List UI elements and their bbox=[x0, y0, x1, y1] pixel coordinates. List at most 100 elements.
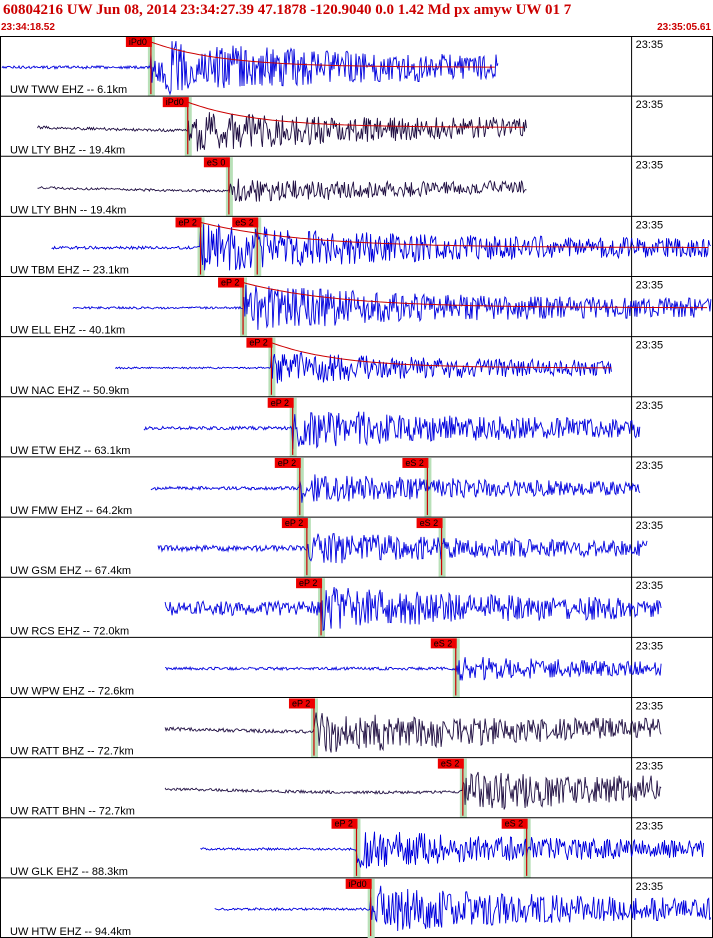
window-end-time: 23:35:05.61 bbox=[657, 22, 711, 33]
station-label: UW TBM EHZ -- 23.1km bbox=[10, 265, 129, 277]
pick-box bbox=[331, 818, 358, 829]
minute-tick-label: 23:35 bbox=[636, 520, 664, 532]
waveform-trace bbox=[1, 41, 499, 96]
trace-row: 23:35 eS 2 UW RATT BHN -- 72.7km bbox=[0, 757, 713, 818]
pick-label: eP 2 bbox=[285, 518, 303, 528]
trace-row: 23:35 eS 2 UW WPW EHZ -- 72.6km bbox=[0, 636, 713, 698]
trace-row: 23:35 eP 2 eS 2 UW GSM EHZ -- 67.4km bbox=[0, 516, 713, 578]
trace-row: 23:35 eS 0 UW LTY BHN -- 19.4km bbox=[0, 155, 713, 217]
station-label: UW GLK EHZ -- 88.3km bbox=[10, 866, 128, 878]
waveform-trace bbox=[214, 885, 712, 932]
pick-box bbox=[437, 758, 464, 769]
pick-label: eS 2 bbox=[405, 458, 424, 468]
waveform-trace bbox=[164, 586, 662, 632]
pick-label: eP 2 bbox=[271, 398, 289, 408]
station-label: UW NAC EHZ -- 50.9km bbox=[10, 385, 129, 397]
seismogram-traces-plot: 23:35 iPd0 UW TWW EHZ -- 6.1km 23:35 iPd0 UW … bbox=[0, 36, 713, 938]
trace-row: 23:35 eP 2 eS 2 UW TBM EHZ -- 23.1km bbox=[0, 215, 713, 277]
station-label: UW LTY BHN -- 19.4km bbox=[10, 204, 126, 216]
waveform-trace bbox=[200, 831, 704, 869]
minute-tick-label: 23:35 bbox=[636, 99, 664, 111]
pick-box bbox=[218, 277, 245, 288]
window-start-time: 23:34:18.52 bbox=[1, 22, 55, 33]
pick-label: eS 2 bbox=[420, 518, 439, 528]
pick-label: eP 2 bbox=[278, 458, 296, 468]
minute-tick-label: 23:35 bbox=[636, 881, 664, 893]
minute-tick-label: 23:35 bbox=[636, 400, 664, 412]
waveform-trace bbox=[150, 474, 641, 503]
waveform-trace bbox=[72, 284, 712, 330]
trace-row: 23:35 eP 2 UW NAC EHZ -- 50.9km bbox=[0, 336, 713, 397]
station-label: UW HTW EHZ -- 94.4km bbox=[10, 926, 131, 938]
pick-box bbox=[175, 217, 202, 228]
pick-label: eS 2 bbox=[441, 759, 460, 769]
pick-box bbox=[416, 518, 443, 529]
event-header-title: 60804216 UW Jun 08, 2014 23:34:27.39 47.… bbox=[3, 2, 572, 18]
waveform-trace bbox=[37, 112, 527, 152]
pick-label: iPd0 bbox=[166, 97, 184, 107]
station-label: UW RATT BHN -- 72.7km bbox=[10, 806, 135, 818]
pick-box bbox=[203, 157, 230, 168]
waveform-trace bbox=[51, 223, 711, 271]
waveform-trace bbox=[157, 532, 648, 564]
pick-label: eS 2 bbox=[434, 638, 453, 648]
pick-box bbox=[288, 698, 315, 709]
minute-tick-label: 23:35 bbox=[636, 640, 664, 652]
pick-box bbox=[274, 457, 301, 468]
minute-tick-label: 23:35 bbox=[636, 700, 664, 712]
station-label: UW LTY BHZ -- 19.4km bbox=[10, 144, 125, 156]
minute-tick-label: 23:35 bbox=[636, 159, 664, 171]
coda-curve bbox=[271, 342, 612, 369]
pick-label: iPd0 bbox=[349, 879, 367, 889]
minute-tick-label: 23:35 bbox=[636, 821, 664, 833]
pick-label: eP 2 bbox=[299, 578, 317, 588]
pick-label: iPd0 bbox=[129, 37, 147, 47]
waveform-trace bbox=[164, 771, 662, 810]
trace-row: 23:35 eP 2 UW RCS EHZ -- 72.0km bbox=[0, 576, 713, 638]
minute-tick-label: 23:35 bbox=[636, 280, 664, 292]
waveform-trace bbox=[143, 411, 641, 450]
pick-box bbox=[232, 217, 259, 228]
station-label: UW RATT BHZ -- 72.7km bbox=[10, 746, 134, 758]
trace-row: 23:35 iPd0 UW TWW EHZ -- 6.1km bbox=[1, 36, 664, 97]
waveform-trace bbox=[115, 351, 612, 384]
pick-box bbox=[267, 397, 294, 408]
pick-box bbox=[501, 818, 528, 829]
station-label: UW FMW EHZ -- 64.2km bbox=[10, 505, 132, 517]
trace-row: 23:35 iPd0 UW LTY BHZ -- 19.4km bbox=[0, 95, 713, 157]
pick-box bbox=[296, 578, 323, 589]
waveform-trace bbox=[164, 712, 662, 753]
waveform-trace bbox=[164, 657, 662, 681]
station-label: UW TWW EHZ -- 6.1km bbox=[10, 84, 127, 96]
pick-box bbox=[281, 518, 308, 529]
trace-row: 23:35 eP 2 eS 2 UW GLK EHZ -- 88.3km bbox=[0, 817, 713, 878]
pick-label: eP 2 bbox=[292, 698, 310, 708]
pick-label: eP 2 bbox=[249, 338, 267, 348]
pick-box bbox=[430, 638, 457, 649]
pick-label: eS 2 bbox=[235, 217, 254, 227]
pick-label: eS 0 bbox=[207, 157, 226, 167]
pick-box bbox=[125, 37, 152, 47]
minute-tick-label: 23:35 bbox=[636, 580, 664, 592]
minute-tick-label: 23:35 bbox=[636, 761, 664, 773]
pick-box bbox=[345, 878, 372, 889]
trace-row: 23:35 eP 2 UW ETW EHZ -- 63.1km bbox=[0, 396, 713, 457]
pick-label: eP 2 bbox=[179, 217, 197, 227]
pick-label: eP 2 bbox=[335, 819, 353, 829]
coda-curve bbox=[242, 282, 708, 309]
station-label: UW GSM EHZ -- 67.4km bbox=[10, 565, 131, 577]
pick-box bbox=[246, 337, 273, 348]
pick-label: eP 2 bbox=[221, 278, 239, 288]
station-label: UW ETW EHZ -- 63.1km bbox=[10, 445, 130, 457]
minute-tick-label: 23:35 bbox=[636, 219, 664, 231]
coda-curve bbox=[187, 101, 524, 128]
station-label: UW RCS EHZ -- 72.0km bbox=[10, 625, 129, 637]
station-label: UW ELL EHZ -- 40.1km bbox=[10, 325, 125, 337]
pick-box bbox=[402, 457, 429, 468]
pick-label: eS 2 bbox=[505, 819, 524, 829]
trace-row: 23:35 eP 2 eS 2 UW FMW EHZ -- 64.2km bbox=[0, 456, 713, 518]
waveform-trace bbox=[37, 178, 527, 202]
trace-row: 23:35 eP 2 UW ELL EHZ -- 40.1km bbox=[0, 276, 713, 337]
minute-tick-label: 23:35 bbox=[636, 39, 664, 51]
